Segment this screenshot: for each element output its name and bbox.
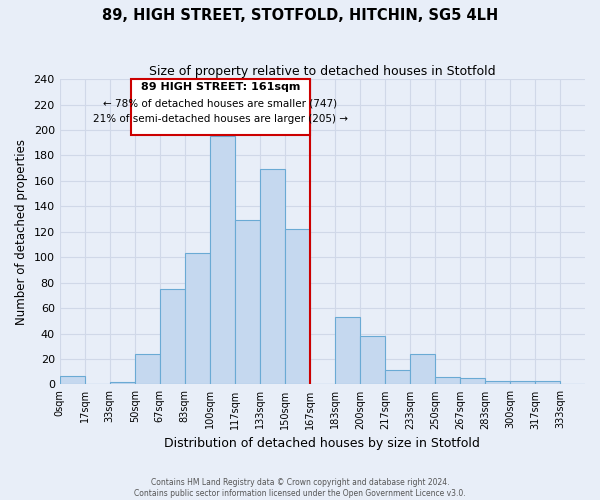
Bar (235, 220, 260, 384)
Y-axis label: Number of detached properties: Number of detached properties (15, 139, 28, 325)
Bar (185, 254, 210, 384)
Text: ← 78% of detached houses are smaller (747): ← 78% of detached houses are smaller (74… (103, 98, 337, 108)
Title: Size of property relative to detached houses in Stotfold: Size of property relative to detached ho… (149, 65, 496, 78)
Bar (385, 370, 410, 384)
Text: 89, HIGH STREET, STOTFOLD, HITCHIN, SG5 4LH: 89, HIGH STREET, STOTFOLD, HITCHIN, SG5 … (102, 8, 498, 22)
Bar (135, 354, 160, 384)
Bar (59, 376, 85, 384)
Bar (210, 136, 235, 384)
Bar (535, 380, 560, 384)
Bar (285, 230, 310, 384)
Bar (435, 377, 460, 384)
Bar (510, 380, 535, 384)
Text: 89 HIGH STREET: 161sqm: 89 HIGH STREET: 161sqm (141, 82, 300, 92)
Bar (110, 382, 135, 384)
Bar (460, 378, 485, 384)
X-axis label: Distribution of detached houses by size in Stotfold: Distribution of detached houses by size … (164, 437, 480, 450)
Bar (485, 380, 510, 384)
Text: Contains HM Land Registry data © Crown copyright and database right 2024.
Contai: Contains HM Land Registry data © Crown c… (134, 478, 466, 498)
Bar (260, 170, 285, 384)
Bar (410, 354, 435, 384)
Text: 21% of semi-detached houses are larger (205) →: 21% of semi-detached houses are larger (… (93, 114, 348, 124)
Bar (160, 289, 185, 384)
Bar (360, 336, 385, 384)
Bar (335, 317, 360, 384)
FancyBboxPatch shape (131, 79, 310, 135)
